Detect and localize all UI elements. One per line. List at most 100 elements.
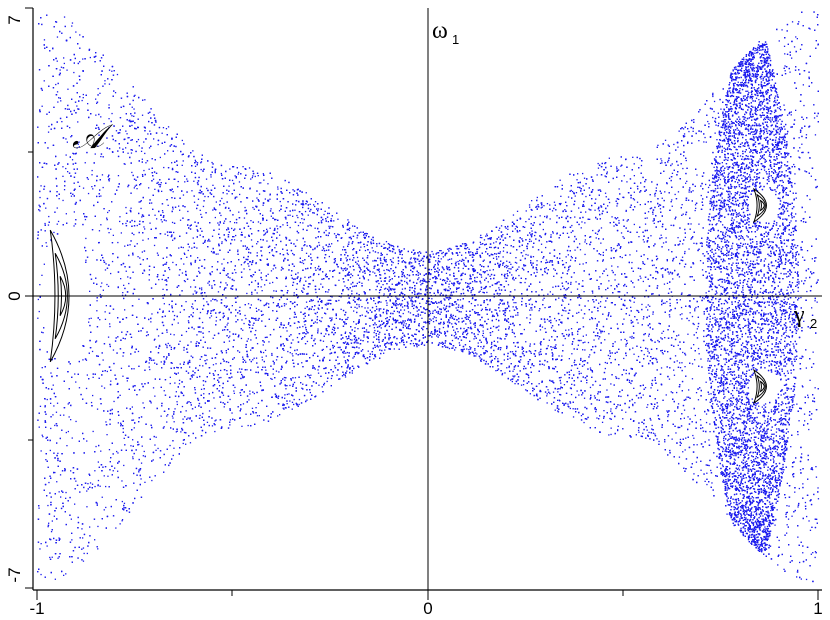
scatter-point: [283, 408, 285, 410]
scatter-point: [544, 271, 546, 273]
scatter-point: [406, 277, 408, 279]
scatter-point: [411, 299, 413, 302]
scatter-point: [785, 165, 787, 167]
scatter-point: [249, 268, 251, 271]
scatter-point: [567, 270, 569, 272]
scatter-point: [398, 251, 401, 253]
scatter-point: [182, 442, 184, 445]
scatter-point: [188, 155, 190, 157]
scatter-point: [65, 213, 67, 215]
scatter-point: [301, 387, 303, 389]
scatter-point: [679, 438, 682, 441]
scatter-point: [500, 225, 503, 227]
scatter-point: [480, 234, 482, 236]
scatter-point: [490, 361, 492, 364]
scatter-point: [283, 260, 285, 262]
scatter-point: [176, 430, 178, 432]
scatter-point: [385, 241, 388, 243]
scatter-point: [248, 399, 250, 401]
scatter-point: [482, 347, 484, 350]
scatter-point: [779, 362, 782, 364]
scatter-point: [271, 378, 273, 380]
scatter-point: [191, 303, 194, 305]
scatter-point: [613, 225, 615, 227]
scatter-point: [471, 254, 473, 256]
scatter-point: [255, 319, 257, 321]
scatter-point: [294, 209, 296, 211]
scatter-point: [646, 406, 648, 408]
scatter-point: [581, 221, 583, 223]
scatter-point: [516, 229, 518, 232]
scatter-point: [693, 437, 695, 439]
scatter-point: [100, 155, 102, 158]
scatter-point: [364, 307, 366, 309]
scatter-point: [683, 155, 685, 157]
scatter-point: [815, 282, 818, 284]
scatter-point: [726, 92, 728, 94]
scatter-point: [160, 415, 162, 417]
scatter-point: [289, 352, 291, 354]
scatter-point: [710, 469, 712, 472]
scatter-point: [773, 406, 775, 408]
scatter-point: [283, 303, 285, 305]
scatter-point: [432, 310, 434, 312]
scatter-point: [66, 108, 69, 110]
scatter-point: [130, 152, 133, 154]
scatter-point: [284, 394, 286, 396]
scatter-point: [658, 418, 661, 420]
scatter-point: [616, 205, 618, 207]
scatter-point: [360, 246, 362, 248]
scatter-point: [396, 297, 398, 299]
scatter-point: [303, 244, 305, 247]
scatter-point: [225, 352, 228, 354]
scatter-point: [684, 250, 686, 253]
scatter-point: [714, 132, 716, 134]
scatter-point: [449, 247, 451, 250]
scatter-point: [404, 294, 406, 296]
scatter-point: [779, 118, 781, 121]
scatter-point: [75, 420, 77, 423]
scatter-point: [282, 407, 284, 409]
scatter-point: [169, 444, 171, 447]
scatter-point: [552, 232, 554, 234]
scatter-point: [262, 214, 264, 216]
scatter-point: [472, 265, 474, 267]
scatter-point: [702, 297, 704, 299]
scatter-point: [809, 198, 811, 201]
scatter-point: [144, 481, 146, 483]
scatter-point: [608, 333, 610, 335]
scatter-point: [748, 176, 750, 178]
scatter-point: [784, 226, 786, 228]
scatter-point: [799, 357, 801, 359]
scatter-point: [293, 381, 296, 384]
scatter-point: [276, 231, 278, 233]
scatter-point: [51, 556, 53, 558]
scatter-point: [459, 299, 462, 301]
scatter-point: [558, 388, 560, 390]
scatter-point: [600, 301, 602, 303]
scatter-point: [333, 345, 335, 347]
scatter-point: [599, 415, 601, 417]
scatter-point: [449, 280, 451, 282]
scatter-point: [436, 252, 438, 254]
scatter-point: [514, 353, 516, 355]
scatter-point: [380, 274, 382, 276]
scatter-point: [809, 28, 811, 30]
scatter-point: [773, 446, 775, 449]
scatter-point: [201, 287, 203, 289]
scatter-point: [88, 49, 90, 51]
scatter-point: [476, 250, 478, 253]
scatter-point: [519, 281, 521, 284]
scatter-point: [544, 307, 546, 309]
scatter-point: [285, 285, 287, 287]
scatter-point: [623, 357, 625, 360]
scatter-point: [626, 292, 628, 294]
scatter-point: [252, 324, 254, 326]
scatter-point: [761, 84, 763, 86]
scatter-point: [327, 221, 329, 223]
scatter-point: [350, 283, 352, 285]
scatter-point: [215, 298, 217, 301]
scatter-point: [412, 267, 414, 269]
scatter-point: [336, 374, 338, 376]
scatter-point: [264, 232, 267, 234]
